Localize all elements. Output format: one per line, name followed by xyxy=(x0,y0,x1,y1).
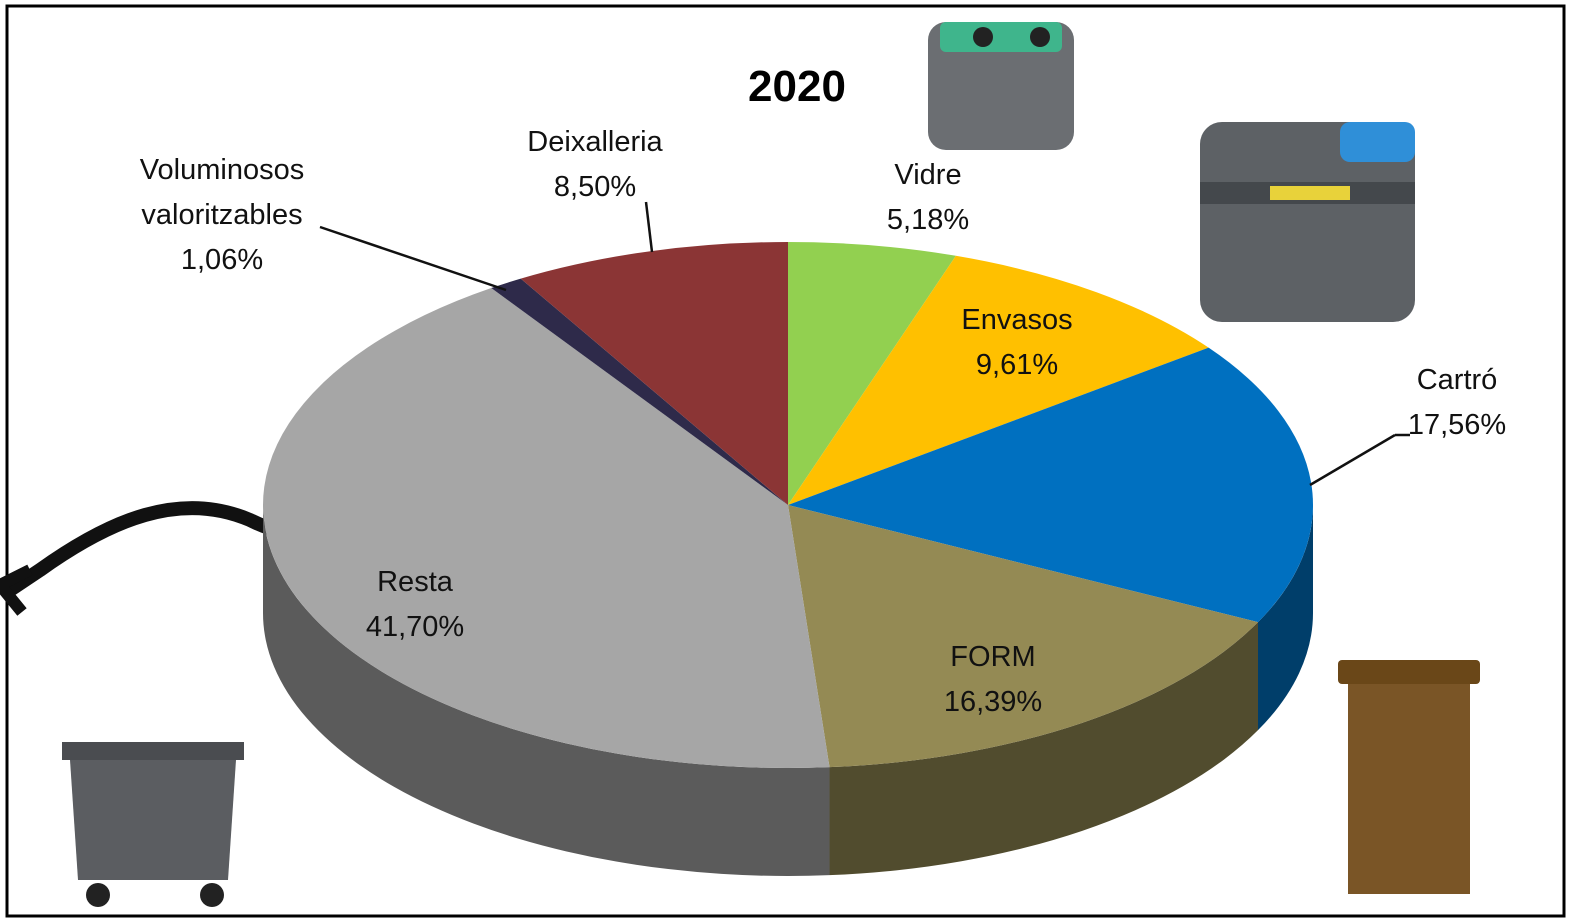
slice xyxy=(520,242,788,505)
slice xyxy=(788,242,956,505)
category-label: Envasos xyxy=(961,304,1073,336)
value-label: 17,56% xyxy=(1407,409,1507,441)
value-label: 5,18% xyxy=(886,204,970,236)
slice-label: Cartró 17,56% xyxy=(1408,358,1506,448)
slice xyxy=(788,347,1313,623)
bin-icon-vidre xyxy=(928,22,1074,150)
leader-line xyxy=(319,225,507,292)
category-label: FORM xyxy=(950,641,1036,673)
frame xyxy=(5,4,1566,918)
category-label: Vidre xyxy=(894,159,962,191)
slice xyxy=(788,255,1209,505)
value-label: 41,70% xyxy=(365,611,465,643)
slice xyxy=(262,288,830,768)
value-label: 16,39% xyxy=(943,686,1043,718)
category-label: Deixalleria xyxy=(527,126,663,158)
pie-sides xyxy=(263,505,1313,876)
category-label: Resta xyxy=(377,566,453,598)
slice-label: Envasos 9,61% xyxy=(961,298,1072,388)
leader-line xyxy=(644,201,654,253)
bin-icon-organica xyxy=(1338,660,1480,894)
category-label: Voluminosos valoritzables xyxy=(139,154,305,231)
chart-title: 2020 xyxy=(748,62,846,111)
slice xyxy=(491,278,788,505)
value-label: 9,61% xyxy=(975,349,1059,381)
slice-label: Deixalleria 8,50% xyxy=(527,120,662,210)
slice-label: Resta 41,70% xyxy=(366,560,464,650)
value-label: 8,50% xyxy=(553,171,637,203)
slice-label: Voluminosos valoritzables 1,06% xyxy=(107,148,337,283)
slice xyxy=(788,505,1259,768)
category-label: Cartró xyxy=(1416,364,1498,396)
leader-line xyxy=(1309,433,1396,487)
slice-side xyxy=(263,505,830,876)
bin-icon-resta xyxy=(62,742,244,907)
arrow-head xyxy=(0,564,33,616)
pie-tops xyxy=(262,242,1313,768)
slice-side xyxy=(1258,505,1313,731)
bin-icon-envasos xyxy=(1200,122,1415,322)
value-label: 1,06% xyxy=(180,244,264,276)
slice-label: FORM 16,39% xyxy=(944,635,1042,725)
slice-side xyxy=(829,622,1259,876)
slice-label: Vidre 5,18% xyxy=(887,153,969,243)
